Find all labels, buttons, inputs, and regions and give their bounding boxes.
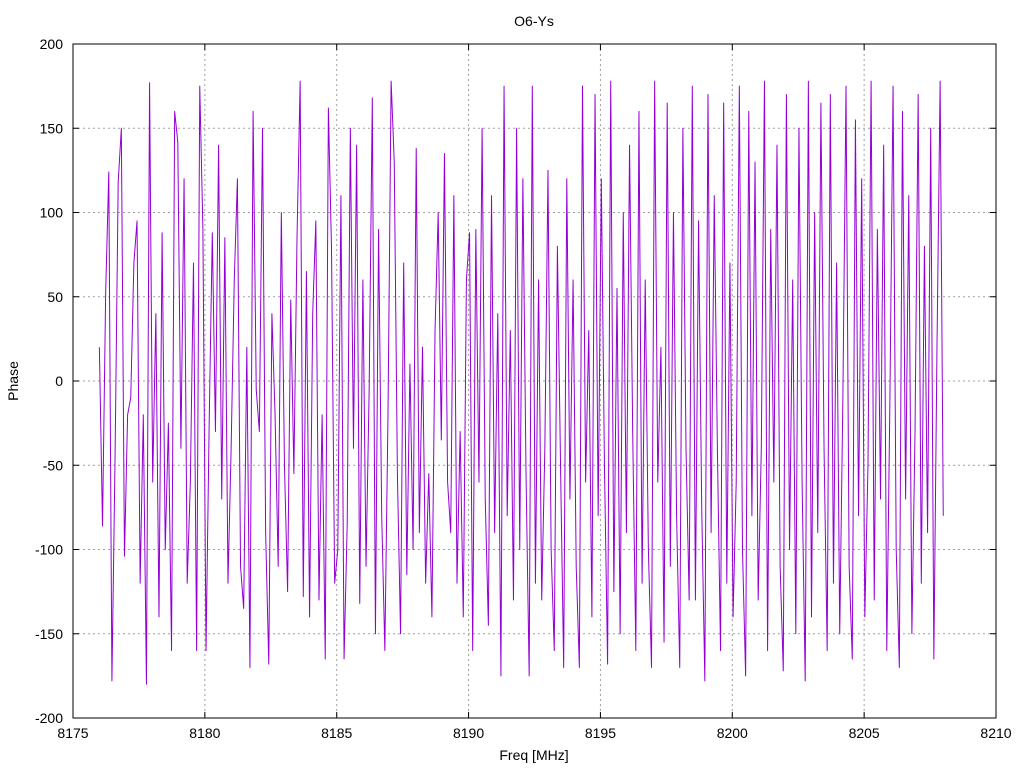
x-axis-ticks: 8175 8180 8185 8190 8195 8200 8205 8210 xyxy=(57,44,1012,741)
y-axis-ticks: -200 -150 -100 -50 0 50 100 150 200 xyxy=(35,36,996,726)
y-tick-label: 50 xyxy=(47,289,63,305)
x-tick-label: 8190 xyxy=(453,725,484,741)
y-tick-label: 150 xyxy=(40,120,64,136)
x-tick-label: 8200 xyxy=(717,725,748,741)
chart-title: O6-Ys xyxy=(514,13,554,29)
y-tick-label: 100 xyxy=(40,205,64,221)
y-tick-label: 200 xyxy=(40,36,64,52)
x-axis-label: Freq [MHz] xyxy=(499,747,568,763)
x-tick-label: 8180 xyxy=(189,725,220,741)
y-tick-label: -50 xyxy=(43,457,63,473)
phase-series-line xyxy=(98,80,944,685)
series-group xyxy=(98,80,944,685)
y-tick-label: -200 xyxy=(35,710,63,726)
y-tick-label: -100 xyxy=(35,542,63,558)
x-tick-label: 8195 xyxy=(585,725,616,741)
x-tick-label: 8175 xyxy=(57,725,88,741)
y-tick-label: 0 xyxy=(55,373,63,389)
x-tick-label: 8210 xyxy=(980,725,1011,741)
y-tick-label: -150 xyxy=(35,626,63,642)
x-tick-label: 8205 xyxy=(849,725,880,741)
y-axis-label: Phase xyxy=(5,361,21,401)
x-tick-label: 8185 xyxy=(321,725,352,741)
